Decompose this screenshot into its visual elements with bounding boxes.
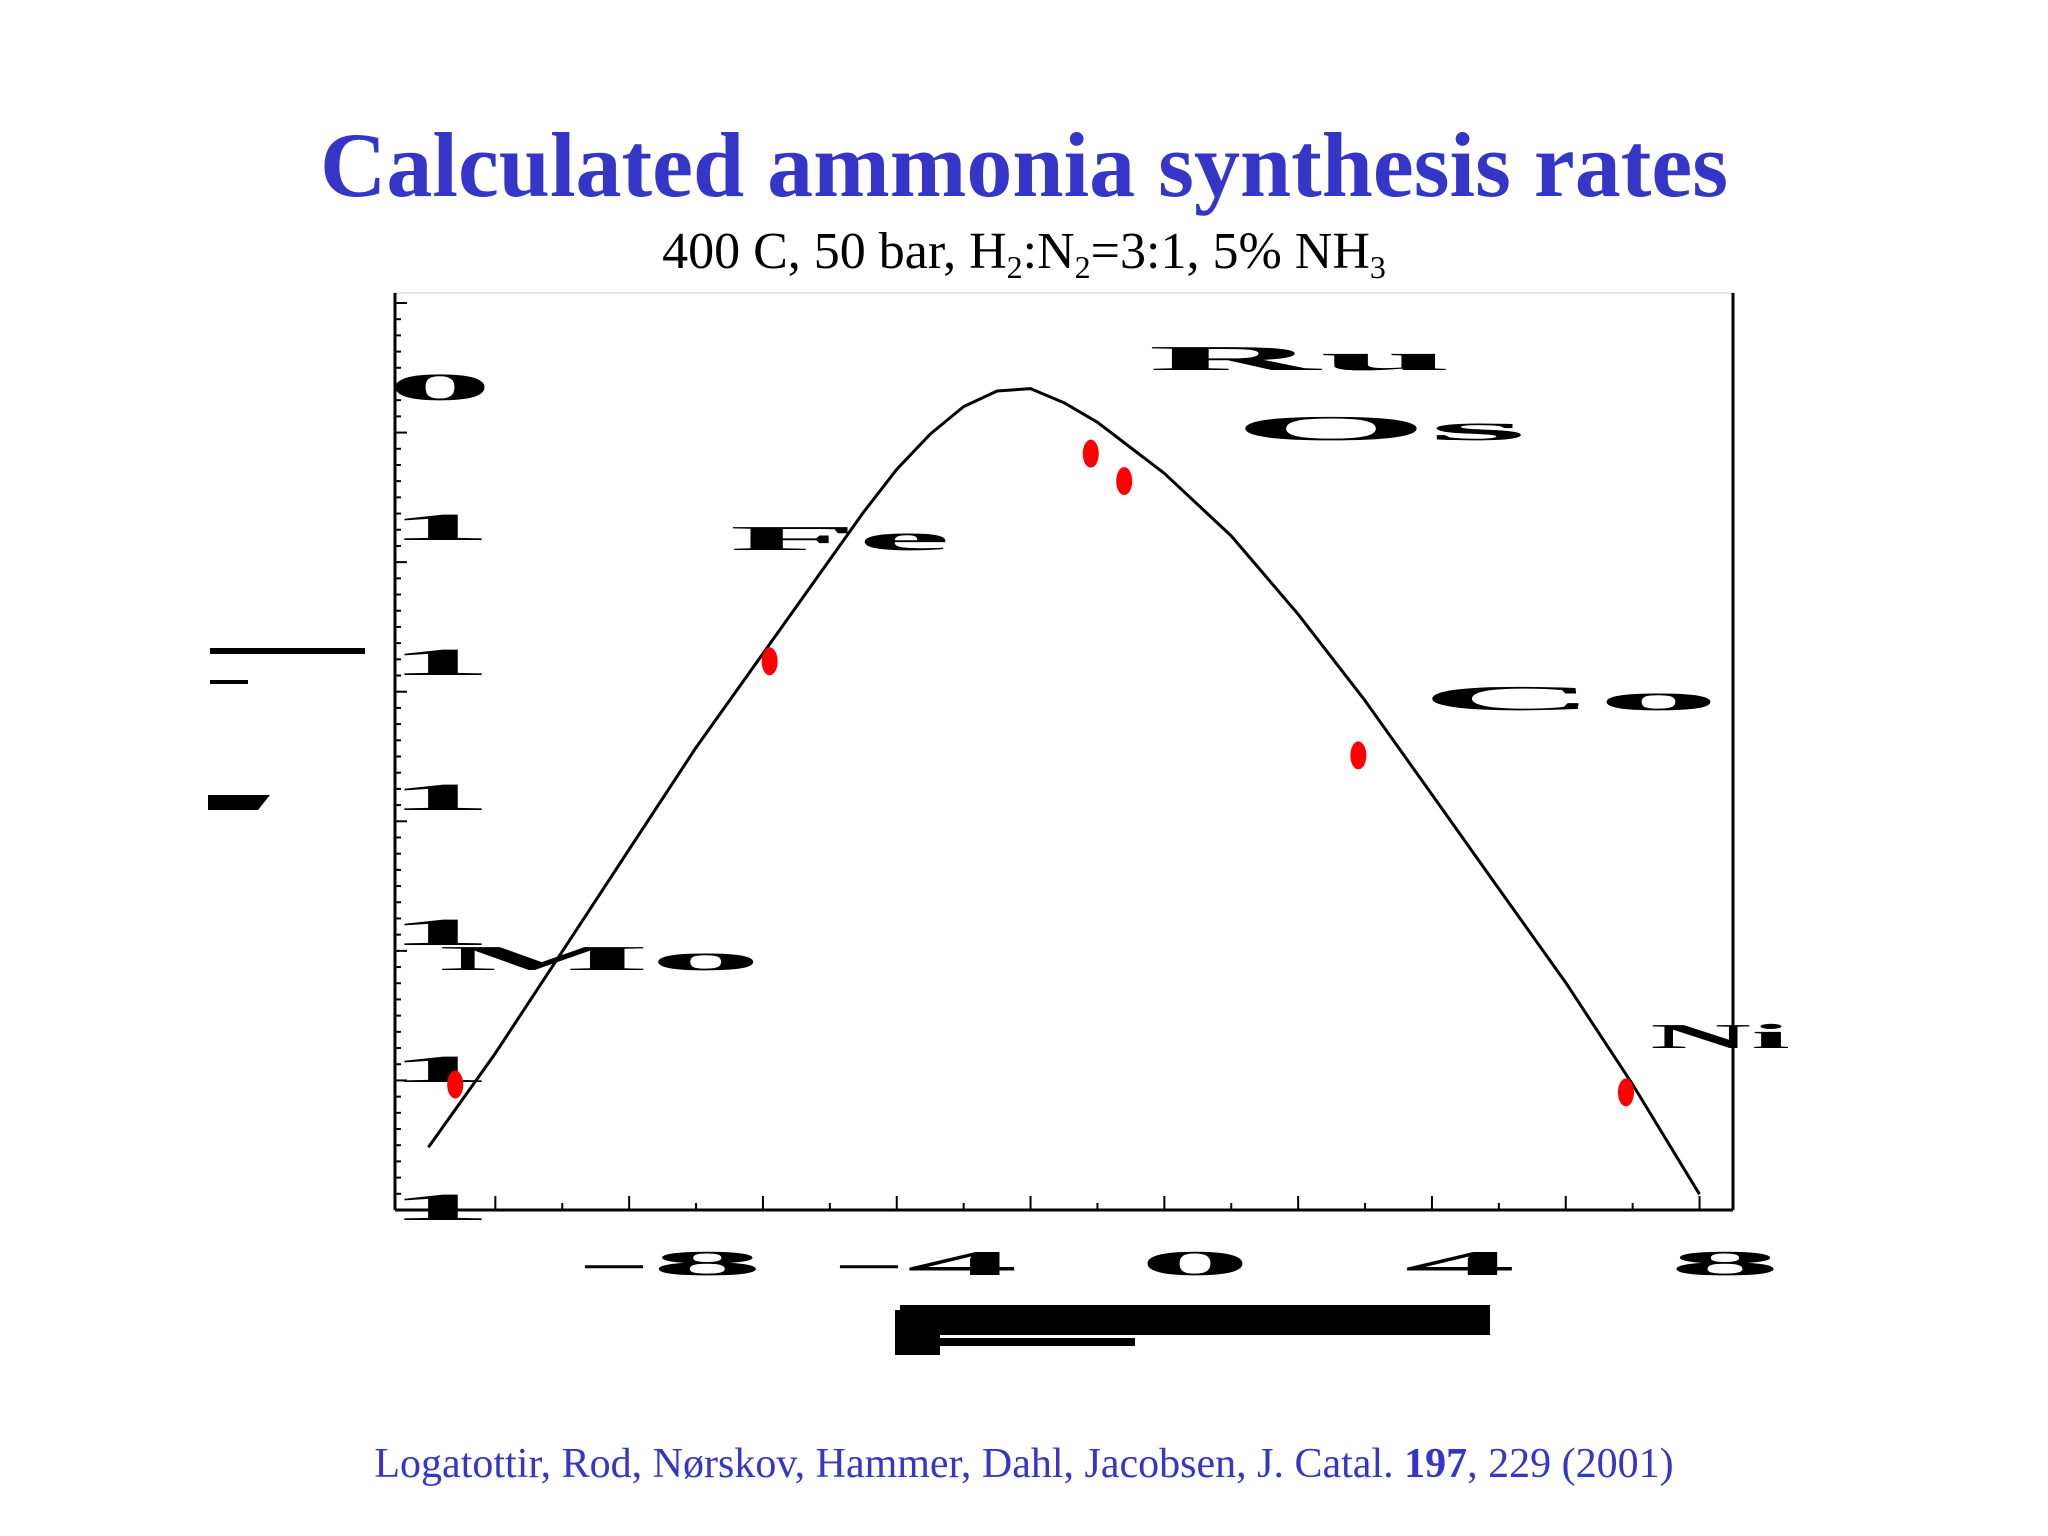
y-tick-label: 1 bbox=[387, 1186, 492, 1229]
x-axis-label-block bbox=[895, 1310, 940, 1355]
x-tick-label: -4 bbox=[832, 1244, 1019, 1283]
y-axis-label-block bbox=[208, 795, 270, 810]
point-label: Ru bbox=[1148, 339, 1452, 378]
y-tick-label: 1 bbox=[387, 506, 492, 549]
x-tick-label: 0 bbox=[1139, 1244, 1251, 1283]
data-point bbox=[761, 647, 778, 676]
y-tick-label: 1 bbox=[387, 911, 492, 954]
subtitle-part: :N bbox=[1022, 223, 1075, 280]
data-point bbox=[447, 1070, 464, 1099]
subtitle-part: =3:1, 5% NH bbox=[1090, 223, 1370, 280]
citation-volume: 197 bbox=[1404, 1441, 1468, 1487]
data-point bbox=[1082, 439, 1099, 468]
y-tick-label: 0 bbox=[387, 366, 492, 409]
y-tick-label: 1 bbox=[387, 1048, 492, 1091]
subtitle-subscript: 3 bbox=[1369, 249, 1386, 285]
citation-rest: , 229 (2001) bbox=[1467, 1441, 1674, 1487]
rate-curve bbox=[427, 387, 1701, 1196]
subtitle-subscript: 2 bbox=[1006, 249, 1023, 285]
citation: Logatottir, Rod, Nørskov, Hammer, Dahl, … bbox=[0, 1440, 2048, 1488]
subtitle-part: 400 C, 50 bar, H bbox=[662, 223, 1007, 280]
x-tick-label: -8 bbox=[577, 1244, 764, 1283]
y-tick-label: 1 bbox=[387, 776, 492, 819]
point-label: Mo bbox=[438, 939, 761, 978]
y-tick-label: 1 bbox=[387, 641, 492, 684]
data-point bbox=[1350, 741, 1367, 770]
point-label: Fe bbox=[729, 519, 950, 558]
x-axis-label-block bbox=[895, 1338, 1135, 1346]
y-axis-label-block bbox=[210, 648, 365, 654]
point-label: Ni bbox=[1650, 1017, 1790, 1056]
y-axis-label-block bbox=[210, 680, 248, 684]
citation-authors: Logatottir, Rod, Nørskov, Hammer, Dahl, … bbox=[374, 1441, 1405, 1487]
data-point bbox=[1617, 1078, 1634, 1107]
x-tick-label: 8 bbox=[1669, 1244, 1781, 1283]
slide-title: Calculated ammonia synthesis rates bbox=[319, 114, 1729, 216]
point-label: Co bbox=[1420, 679, 1719, 718]
subtitle-subscript: 2 bbox=[1074, 249, 1091, 285]
data-point bbox=[1116, 467, 1133, 496]
x-axis-label-block bbox=[900, 1305, 1490, 1335]
slide-subtitle: 400 C, 50 bar, H2:N2=3:1, 5% NH3 bbox=[0, 222, 2048, 286]
x-tick-label: 4 bbox=[1404, 1244, 1516, 1283]
point-label: Os bbox=[1233, 409, 1527, 448]
